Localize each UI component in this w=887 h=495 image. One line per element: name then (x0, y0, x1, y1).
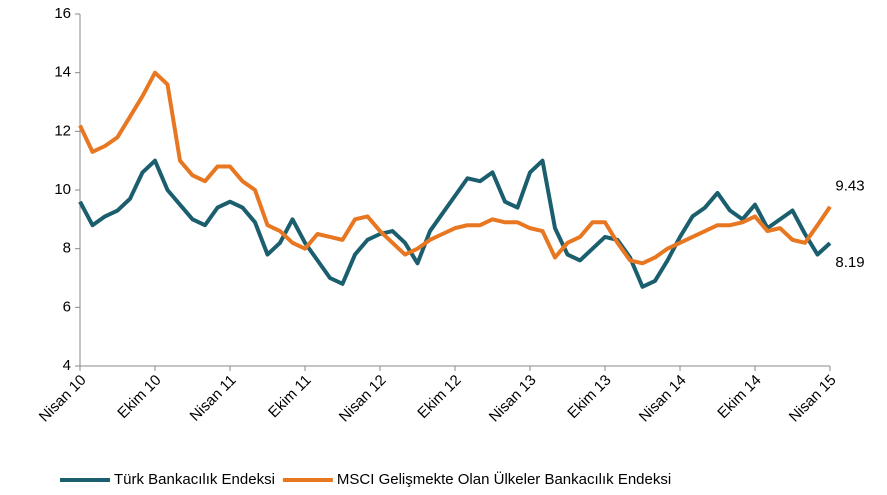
x-tick-label: Nisan 13 (486, 372, 540, 426)
y-tick-label: 8 (63, 240, 71, 257)
x-tick-label: Ekim 14 (714, 372, 764, 422)
y-tick-label: 16 (54, 5, 71, 22)
x-tick-label: Ekim 11 (265, 372, 315, 422)
y-tick-label: 6 (63, 298, 71, 315)
x-tick-label: Nisan 15 (786, 372, 840, 426)
x-tick-label: Nisan 14 (636, 372, 690, 426)
y-tick-label: 14 (54, 64, 71, 81)
y-tick-label: 10 (54, 181, 71, 198)
x-tick-label: Ekim 13 (564, 372, 614, 422)
x-tick-label: Nisan 11 (187, 372, 240, 425)
y-tick-label: 4 (63, 357, 71, 374)
x-tick-label: Ekim 12 (414, 372, 464, 422)
legend-label: Türk Bankacılık Endeksi (114, 471, 275, 488)
series-line (78, 70, 832, 266)
x-tick-label: Nisan 10 (36, 372, 90, 426)
data-label: 9.43 (835, 178, 864, 195)
series-line (78, 158, 832, 289)
y-tick-label: 12 (54, 122, 71, 139)
x-tick-label: Ekim 10 (114, 372, 164, 422)
data-label: 8.19 (835, 254, 864, 271)
x-tick-label: Nisan 12 (336, 372, 390, 426)
legend-label: MSCI Gelişmekte Olan Ülkeler Bankacılık … (337, 470, 671, 488)
